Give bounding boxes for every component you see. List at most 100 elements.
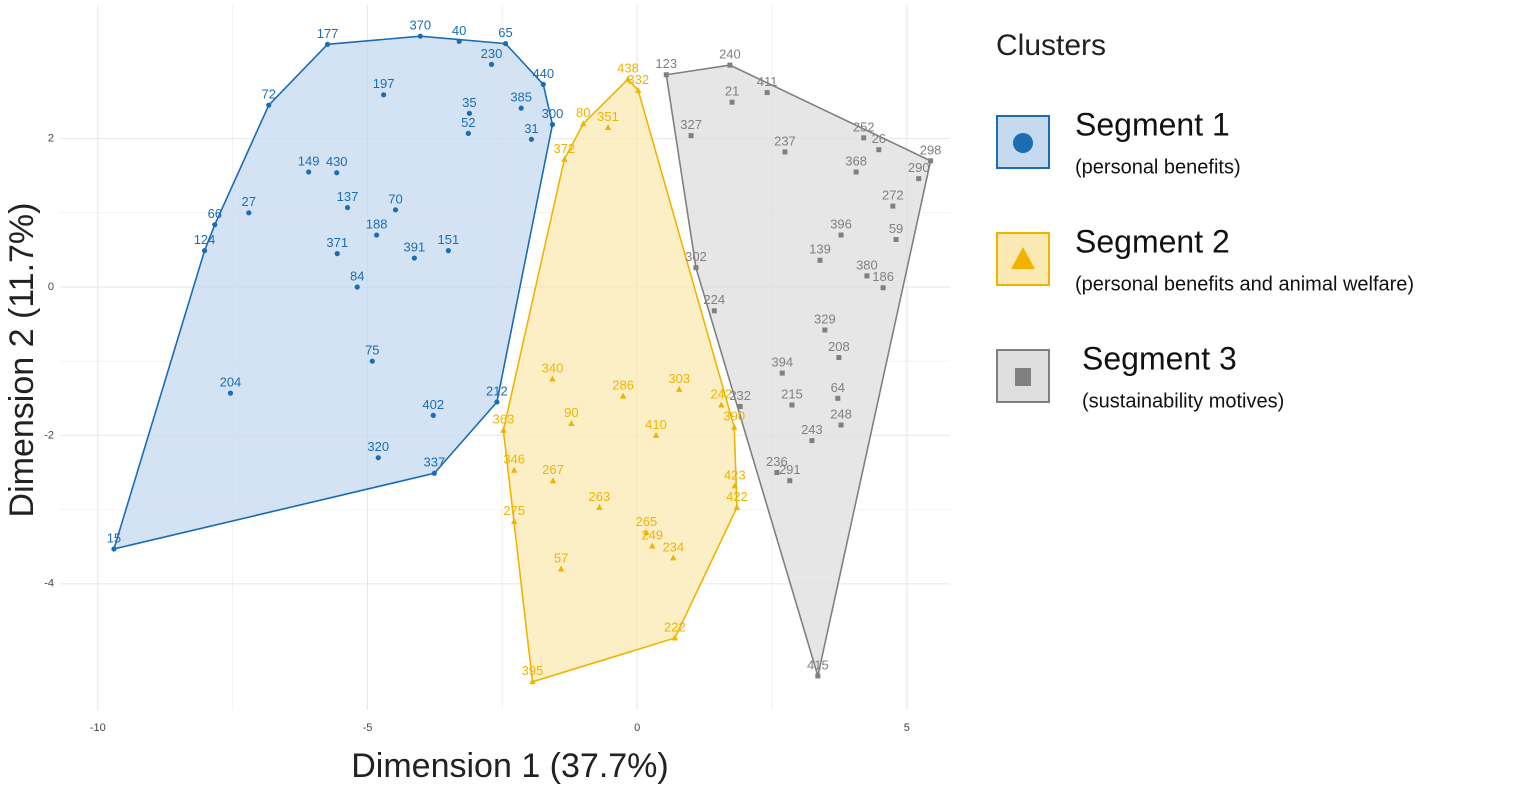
x-axis-title: Dimension 1 (37.7%) — [351, 747, 668, 785]
point — [369, 358, 375, 364]
point-label: 242 — [710, 386, 732, 401]
point — [500, 426, 507, 433]
point — [718, 401, 725, 408]
point — [494, 399, 500, 405]
point-label: 123 — [655, 56, 677, 71]
point — [928, 158, 934, 164]
y-tick-label: -4 — [44, 578, 54, 590]
point — [635, 86, 642, 93]
point — [604, 123, 612, 130]
point-label: 337 — [423, 455, 445, 470]
point — [466, 110, 472, 116]
point-label: 197 — [373, 76, 395, 91]
point-label: 368 — [845, 153, 867, 168]
legend-label: Segment 2 — [1075, 223, 1230, 259]
point — [822, 327, 828, 333]
point — [619, 392, 627, 399]
point-label: 75 — [365, 343, 379, 358]
point — [111, 546, 117, 552]
point-label: 320 — [367, 439, 389, 454]
point — [733, 503, 741, 510]
point-label: 186 — [872, 269, 894, 284]
cluster-hull — [112, 35, 554, 551]
point — [663, 72, 669, 78]
point — [510, 466, 518, 473]
point-label: 35 — [462, 95, 476, 110]
point-label: 438 — [617, 61, 639, 76]
point-label: 396 — [830, 216, 852, 231]
point — [624, 75, 632, 82]
point-label: 390 — [723, 409, 745, 424]
legend-description: (personal benefits and animal welfare) — [1075, 273, 1414, 295]
point-label: 291 — [779, 462, 801, 477]
point-label: 57 — [554, 550, 568, 565]
point — [374, 232, 380, 238]
point-label: 230 — [481, 46, 503, 61]
point — [649, 542, 656, 549]
point — [557, 565, 565, 572]
point — [227, 390, 234, 396]
point — [670, 554, 677, 561]
legend-label: Segment 3 — [1082, 340, 1237, 376]
point — [502, 40, 509, 47]
legend-key — [1013, 133, 1033, 153]
point-label: 15 — [107, 530, 121, 545]
point — [729, 99, 735, 105]
x-tick-label: -10 — [90, 722, 106, 734]
cluster-hull — [502, 78, 738, 683]
point-label: 332 — [627, 72, 649, 87]
point-label: 72 — [262, 87, 276, 102]
point — [815, 673, 821, 679]
point-label: 267 — [542, 462, 564, 477]
point-label: 286 — [612, 378, 634, 393]
point — [549, 375, 556, 382]
point — [445, 248, 451, 254]
y-tick-label: 0 — [48, 281, 54, 293]
point-label: 391 — [404, 239, 426, 254]
point — [688, 133, 694, 139]
point — [334, 251, 340, 257]
point — [411, 255, 417, 261]
point-label: 415 — [807, 657, 829, 672]
point — [306, 169, 312, 175]
point-label: 149 — [298, 153, 320, 168]
point-label: 139 — [809, 242, 831, 257]
point — [835, 395, 841, 401]
point — [809, 438, 815, 444]
point — [540, 81, 546, 88]
point-label: 252 — [853, 119, 875, 134]
point — [853, 169, 859, 175]
point — [838, 422, 844, 428]
point — [456, 38, 462, 44]
point — [731, 423, 738, 430]
legend-label: Segment 1 — [1075, 106, 1230, 142]
point — [652, 431, 660, 438]
point-label: 263 — [589, 489, 611, 504]
legend-description: (personal benefits) — [1075, 156, 1241, 178]
point-label: 298 — [920, 142, 942, 157]
point-label: 300 — [542, 106, 564, 121]
point — [817, 257, 823, 263]
series: 15 204 124 66 27 72 177 370 40 65 230 440 197 35 149 43… — [107, 18, 564, 552]
y-tick-label: 2 — [48, 132, 54, 144]
point-label: 240 — [719, 47, 741, 62]
point — [580, 120, 587, 127]
point-label: 380 — [856, 257, 878, 272]
y-axis-title: Dimension 2 (11.7%) — [3, 203, 41, 518]
point — [779, 370, 785, 376]
point — [465, 130, 471, 136]
point — [266, 102, 272, 108]
point-label: 430 — [326, 154, 348, 169]
point — [354, 284, 360, 290]
point — [671, 634, 679, 641]
point-label: 27 — [242, 194, 256, 209]
legend-key — [1011, 247, 1035, 269]
point-label: 371 — [326, 235, 348, 250]
point-label: 370 — [409, 18, 431, 33]
point-label: 204 — [220, 375, 242, 390]
point-label: 363 — [493, 412, 515, 427]
point-label: 84 — [350, 268, 364, 283]
legend-key — [1015, 368, 1031, 386]
